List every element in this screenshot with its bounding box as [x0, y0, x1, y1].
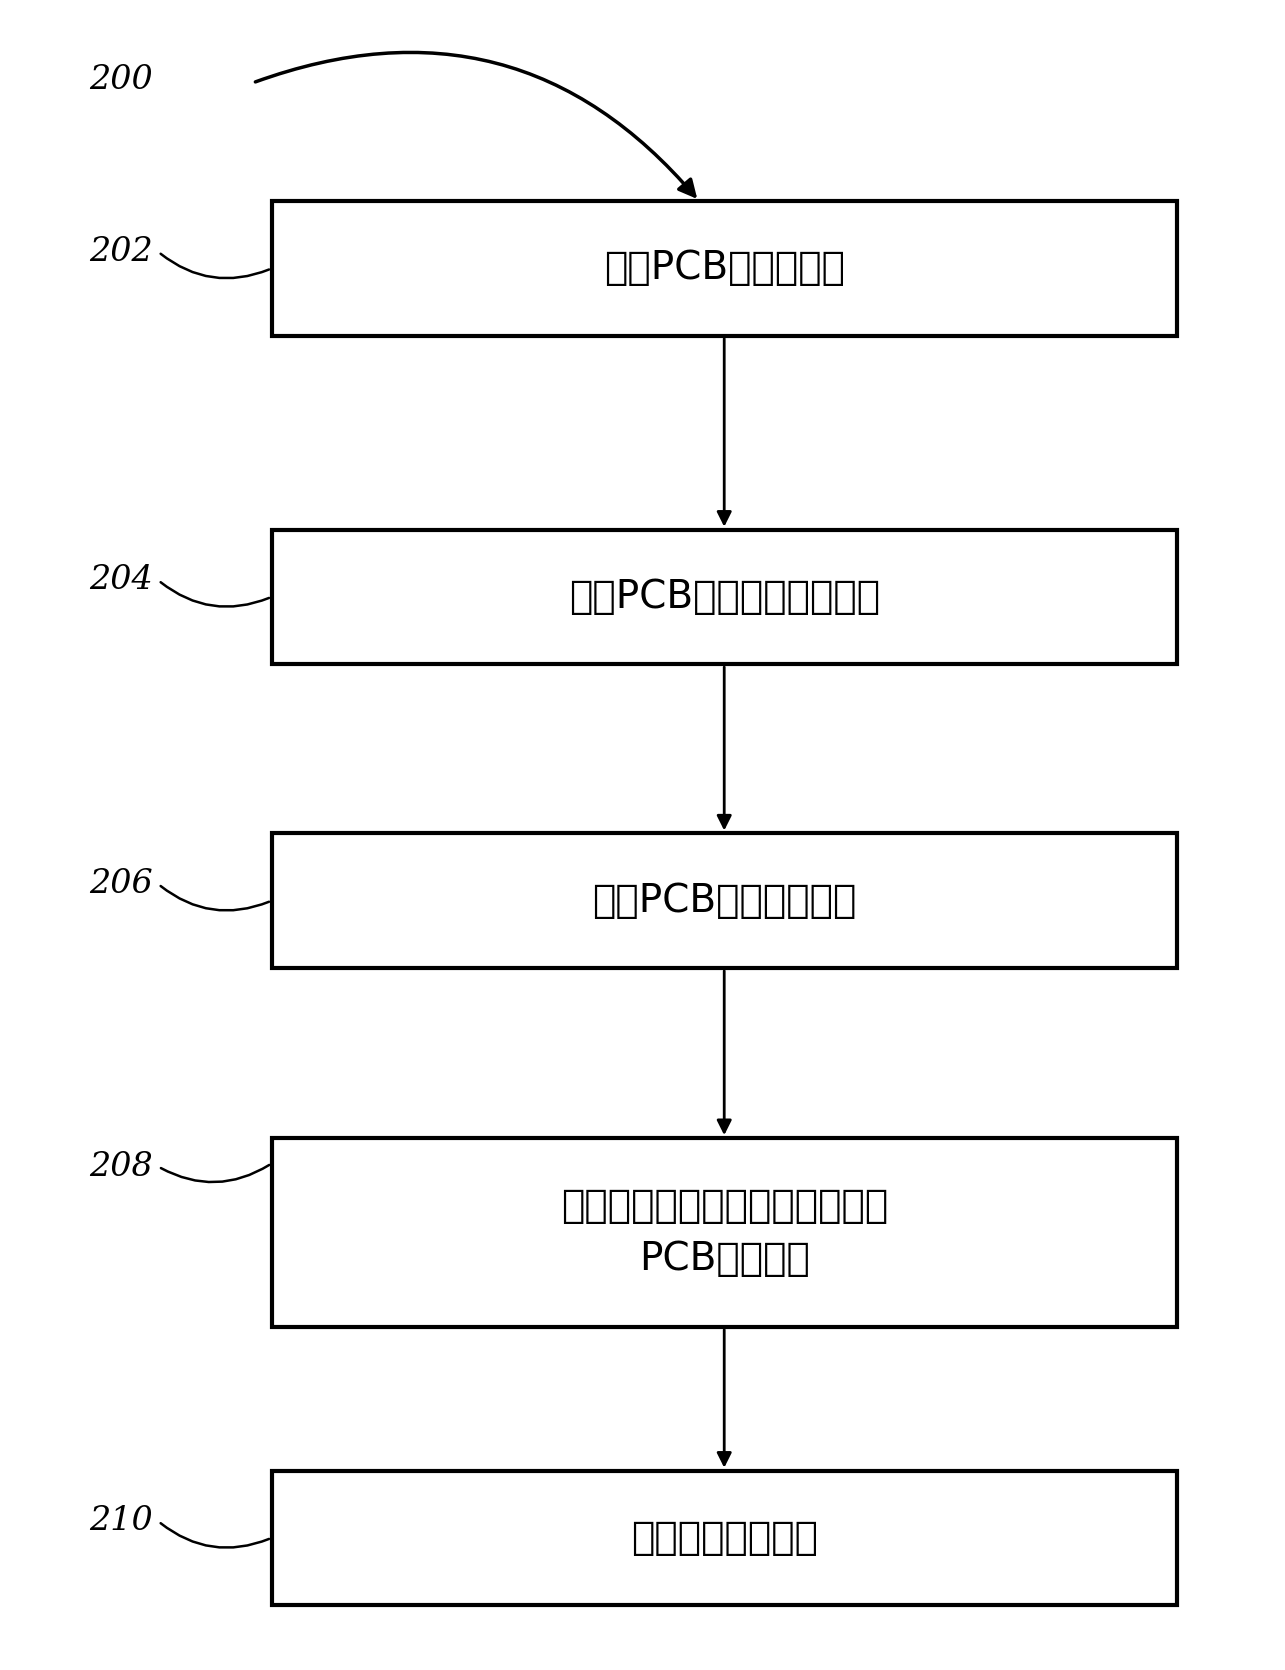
Bar [271, 1137, 1177, 1328]
Text: 检测异常中的缺陷: 检测异常中的缺陷 [631, 1520, 817, 1556]
Text: 208: 208 [89, 1151, 153, 1182]
Text: 202: 202 [89, 235, 153, 267]
Bar [271, 200, 1177, 336]
Bar [271, 833, 1177, 969]
Text: 通过比较轮庄与计算机模型检测
PCB上的异常: 通过比较轮庄与计算机模型检测 PCB上的异常 [560, 1187, 888, 1278]
Text: 204: 204 [89, 564, 153, 596]
Text: 提供PCB的计算机模型: 提供PCB的计算机模型 [592, 882, 856, 920]
Text: 200: 200 [89, 63, 153, 95]
Text: 210: 210 [89, 1505, 153, 1538]
Bar [271, 529, 1177, 665]
Text: 206: 206 [89, 868, 153, 900]
Bar [271, 1471, 1177, 1605]
Text: 识别PCB数字图象上的轮庄: 识别PCB数字图象上的轮庄 [569, 578, 880, 616]
Text: 提供PCB的数字图象: 提供PCB的数字图象 [604, 249, 844, 287]
